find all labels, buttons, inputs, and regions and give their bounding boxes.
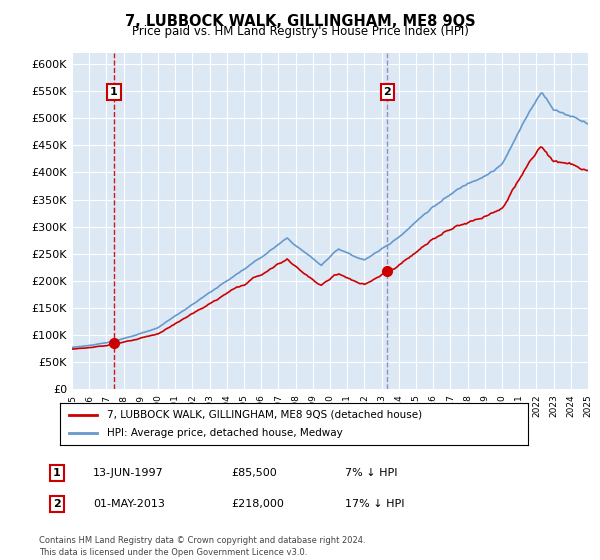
Text: 1: 1 (110, 87, 118, 97)
Text: 2: 2 (383, 87, 391, 97)
Text: £218,000: £218,000 (231, 499, 284, 509)
Text: 2: 2 (53, 499, 61, 509)
Text: 7, LUBBOCK WALK, GILLINGHAM, ME8 9QS (detached house): 7, LUBBOCK WALK, GILLINGHAM, ME8 9QS (de… (107, 410, 422, 420)
Text: 13-JUN-1997: 13-JUN-1997 (93, 468, 164, 478)
Text: £85,500: £85,500 (231, 468, 277, 478)
Text: HPI: Average price, detached house, Medway: HPI: Average price, detached house, Medw… (107, 428, 343, 438)
Text: 7% ↓ HPI: 7% ↓ HPI (345, 468, 398, 478)
Text: 01-MAY-2013: 01-MAY-2013 (93, 499, 165, 509)
Text: Price paid vs. HM Land Registry's House Price Index (HPI): Price paid vs. HM Land Registry's House … (131, 25, 469, 38)
Text: Contains HM Land Registry data © Crown copyright and database right 2024.
This d: Contains HM Land Registry data © Crown c… (39, 536, 365, 557)
Text: 17% ↓ HPI: 17% ↓ HPI (345, 499, 404, 509)
Text: 1: 1 (53, 468, 61, 478)
Text: 7, LUBBOCK WALK, GILLINGHAM, ME8 9QS: 7, LUBBOCK WALK, GILLINGHAM, ME8 9QS (125, 14, 475, 29)
